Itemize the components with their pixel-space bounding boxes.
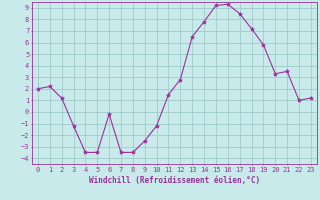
X-axis label: Windchill (Refroidissement éolien,°C): Windchill (Refroidissement éolien,°C) bbox=[89, 176, 260, 185]
